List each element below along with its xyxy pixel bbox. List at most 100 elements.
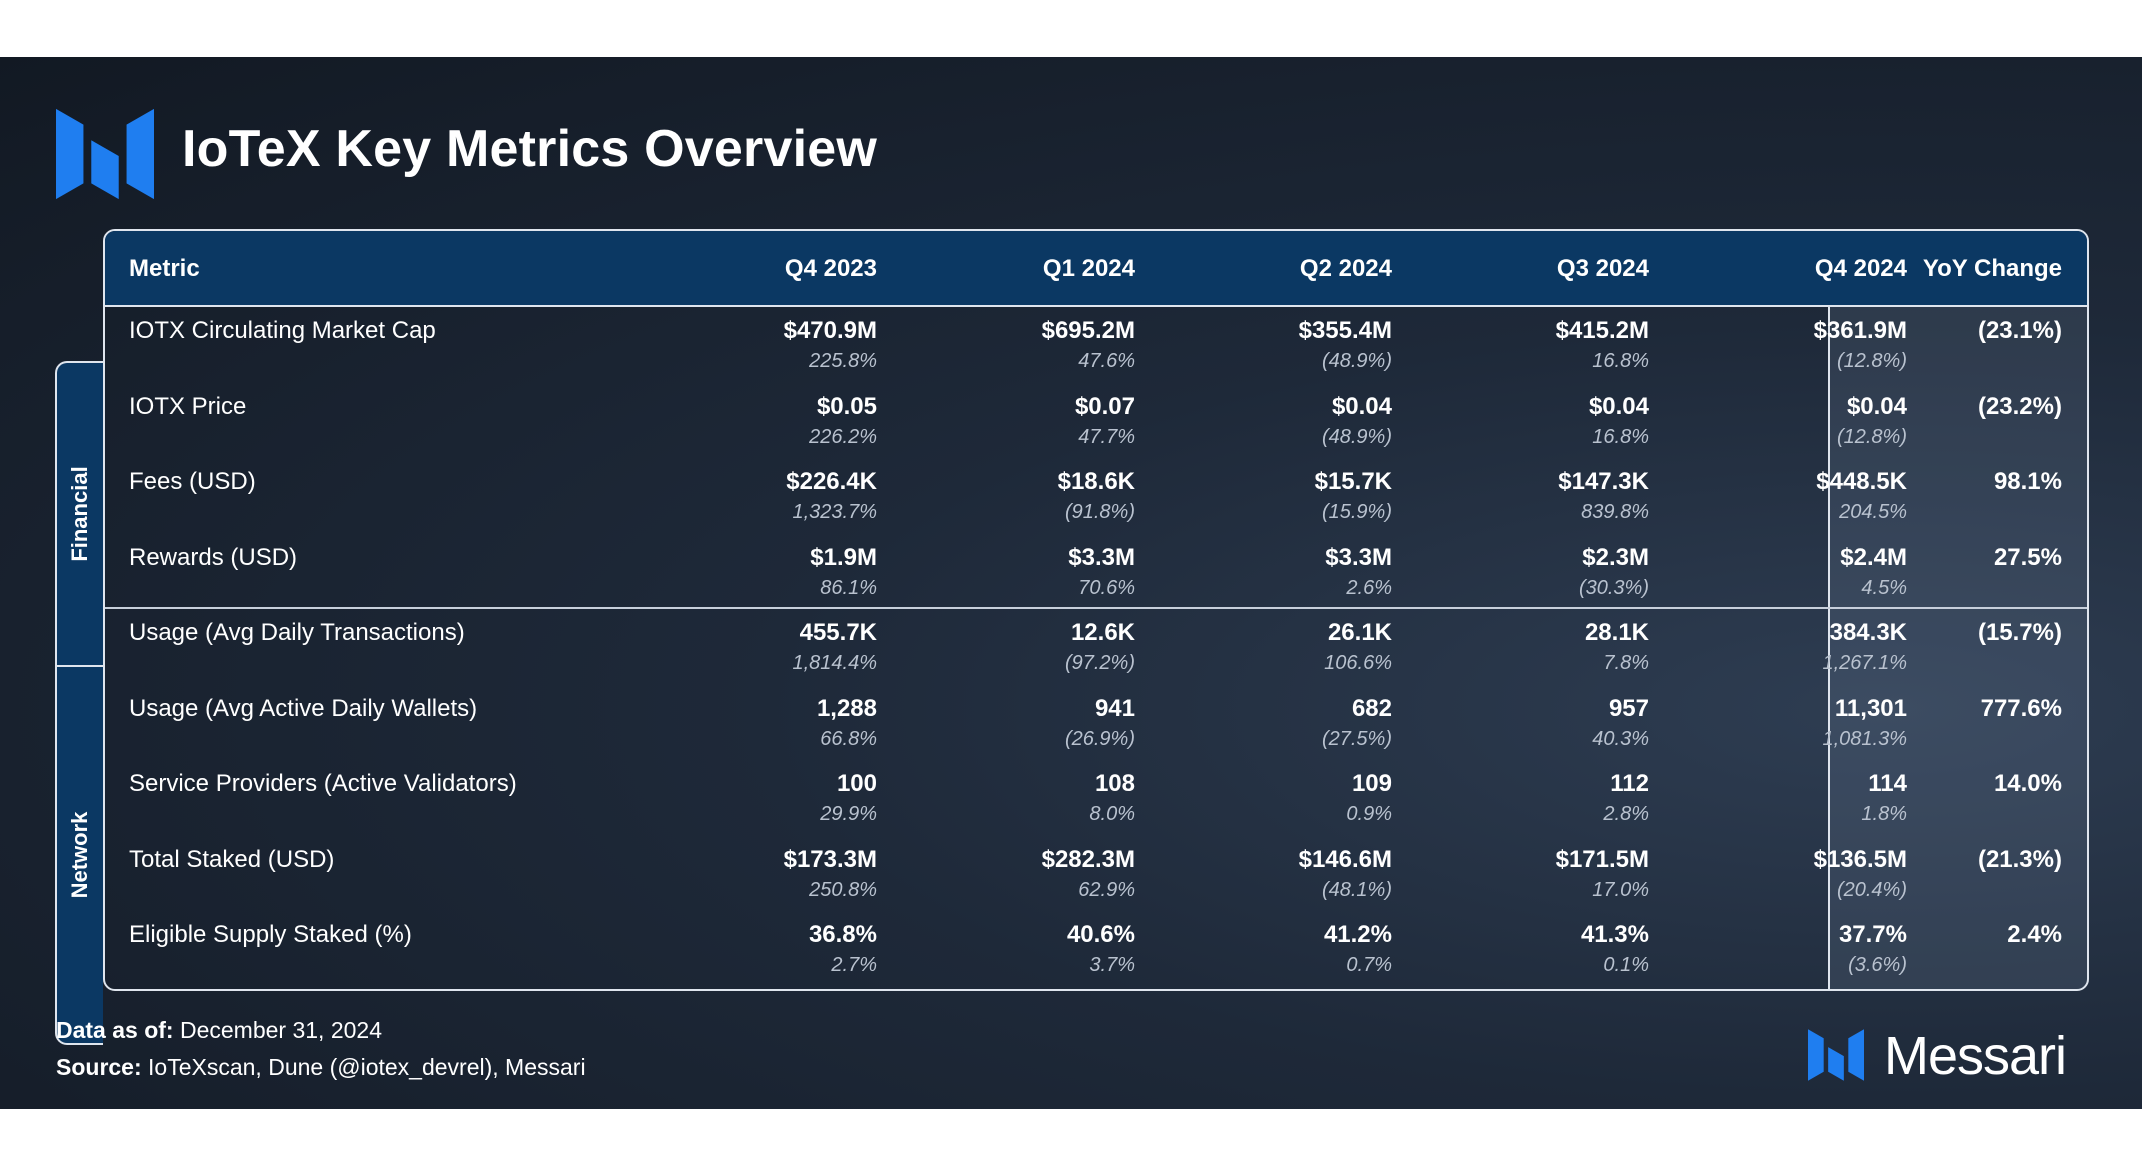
qoq-change: 62.9% xyxy=(1078,878,1135,901)
qoq-change: 47.7% xyxy=(1078,425,1135,448)
table-row: Rewards (USD) $1.9M 86.1% $3.3M 70.6% $3.3M 2.… xyxy=(105,534,2087,609)
table-row: Usage (Avg Daily Transactions) 455.7K 1,81… xyxy=(105,609,2087,684)
header-q1-2024: Q1 2024 xyxy=(1042,255,1135,282)
group-tab-financial: Financial xyxy=(55,361,103,667)
qoq-change: (30.3%) xyxy=(1578,576,1649,599)
metric-value: $0.04 xyxy=(1331,392,1392,420)
table-row: IOTX Circulating Market Cap $470.9M 225.8%… xyxy=(105,307,2087,382)
header-q4-2023: Q4 2023 xyxy=(784,255,877,282)
metric-value: $226.4K xyxy=(786,468,877,495)
qoq-change: (26.9%) xyxy=(1064,727,1135,750)
yoy-change-value: (21.3%) xyxy=(1977,845,2062,873)
metric-value: 941 xyxy=(1094,694,1135,722)
qoq-change: 1,267.1% xyxy=(1822,652,1907,674)
metric-value: $361.9M xyxy=(1813,317,1907,344)
metric-value: $0.04 xyxy=(1846,392,1907,420)
group-label-financial: Financial xyxy=(67,466,92,562)
metric-value: 957 xyxy=(1608,694,1649,722)
metric-value: $136.5M xyxy=(1813,845,1907,873)
metric-label: Total Staked (USD) xyxy=(129,845,335,873)
metric-value: $147.3K xyxy=(1558,468,1649,495)
qoq-change: 0.7% xyxy=(1346,954,1392,976)
qoq-change: 2.7% xyxy=(831,954,877,976)
qoq-change: 66.8% xyxy=(820,727,877,750)
metric-value: $2.3M xyxy=(1582,543,1649,571)
metric-value: $415.2M xyxy=(1555,317,1649,344)
metric-value: 28.1K xyxy=(1584,619,1649,646)
qoq-change: (27.5%) xyxy=(1321,727,1392,750)
qoq-change: 1,081.3% xyxy=(1822,727,1907,750)
metric-value: $448.5K xyxy=(1816,468,1907,495)
metric-label: Fees (USD) xyxy=(129,468,256,495)
qoq-change: 225.8% xyxy=(809,350,877,372)
messari-logo-icon xyxy=(56,108,154,200)
qoq-change: 16.8% xyxy=(1592,350,1649,372)
metric-value: 41.3% xyxy=(1580,921,1649,948)
yoy-change-value: (23.2%) xyxy=(1977,392,2062,420)
yoy-change-value: 2.4% xyxy=(2007,921,2062,948)
qoq-change: (15.9%) xyxy=(1321,501,1392,523)
qoq-change: (48.9%) xyxy=(1321,425,1392,448)
header-yoy-change: YoY Change xyxy=(1922,255,2062,282)
metric-value: $18.6K xyxy=(1057,468,1135,495)
header-q2-2024: Q2 2024 xyxy=(1299,255,1392,282)
yoy-change-value: 14.0% xyxy=(1993,770,2062,797)
metric-value: 36.8% xyxy=(808,921,877,948)
group-label-network: Network xyxy=(67,811,92,899)
metric-value: $282.3M xyxy=(1041,845,1135,873)
group-tab-network: Network xyxy=(55,665,103,1045)
yoy-change-value: 98.1% xyxy=(1993,468,2062,495)
footer-date: Data as of: December 31, 2024 xyxy=(56,1017,382,1044)
group-divider xyxy=(105,607,2087,609)
brand-name: Messari xyxy=(1884,1026,2067,1086)
metric-value: 37.7% xyxy=(1838,921,1907,948)
qoq-change: 47.6% xyxy=(1078,350,1135,372)
metric-value: $2.4M xyxy=(1840,543,1907,571)
table-header: Metric Q4 2023 Q1 2024 Q2 2024 Q3 2024 Q… xyxy=(105,231,2087,307)
qoq-change: 839.8% xyxy=(1581,501,1649,523)
messari-brand-logo-icon xyxy=(1808,1029,1864,1081)
infographic-card: IoTeX Key Metrics Overview Financial Net… xyxy=(0,57,2142,1109)
qoq-change: 2.8% xyxy=(1603,803,1649,825)
metric-value: $355.4M xyxy=(1298,317,1392,344)
metric-label: IOTX Price xyxy=(129,392,247,420)
qoq-change: 86.1% xyxy=(820,576,877,599)
qoq-change: 70.6% xyxy=(1078,576,1135,599)
metric-value: 682 xyxy=(1351,694,1392,722)
metric-value: 26.1K xyxy=(1327,619,1392,646)
qoq-change: 8.0% xyxy=(1089,803,1135,825)
metric-value: $171.5M xyxy=(1555,845,1649,873)
metric-value: $0.04 xyxy=(1588,392,1649,420)
metric-value: 41.2% xyxy=(1323,921,1392,948)
header-q4-2024: Q4 2024 xyxy=(1814,255,1907,282)
metrics-table: Metric Q4 2023 Q1 2024 Q2 2024 Q3 2024 Q… xyxy=(103,229,2089,991)
metric-value: 100 xyxy=(836,770,877,797)
metric-value: 112 xyxy=(1610,770,1649,797)
metric-value: 108 xyxy=(1094,770,1135,797)
yoy-change-value: (15.7%) xyxy=(1977,619,2062,646)
qoq-change: 1,814.4% xyxy=(792,652,877,674)
qoq-change: (48.1%) xyxy=(1321,878,1392,901)
qoq-change: 1.8% xyxy=(1861,803,1907,825)
table-row: Total Staked (USD) $173.3M 250.8% $282.3M 62… xyxy=(105,836,2087,911)
footer-source-value: IoTeXscan, Dune (@iotex_devrel), Messari xyxy=(148,1054,586,1080)
qoq-change: 0.1% xyxy=(1603,954,1649,976)
metric-value: 40.6% xyxy=(1066,921,1135,948)
metric-value: $15.7K xyxy=(1314,468,1392,495)
qoq-change: (97.2%) xyxy=(1064,652,1135,674)
metric-value: $146.6M xyxy=(1298,845,1392,873)
qoq-change: (3.6%) xyxy=(1848,954,1907,976)
metric-value: 12.6K xyxy=(1070,619,1135,646)
metric-label: IOTX Circulating Market Cap xyxy=(129,317,436,344)
footer-source: Source: IoTeXscan, Dune (@iotex_devrel),… xyxy=(56,1054,586,1081)
qoq-change: 250.8% xyxy=(809,878,877,901)
metric-value: 384.3K xyxy=(1829,619,1907,646)
table-row: Fees (USD) $226.4K 1,323.7% $18.6K (91.8%) $1… xyxy=(105,458,2087,533)
metric-label: Eligible Supply Staked (%) xyxy=(129,921,412,948)
yoy-change-value: 777.6% xyxy=(1980,694,2062,722)
metric-value: $3.3M xyxy=(1325,543,1392,571)
metric-value: $0.07 xyxy=(1074,392,1135,420)
yoy-change-value: 27.5% xyxy=(1993,543,2062,571)
qoq-change: 106.6% xyxy=(1324,652,1392,674)
metric-value: 114 xyxy=(1868,770,1907,797)
